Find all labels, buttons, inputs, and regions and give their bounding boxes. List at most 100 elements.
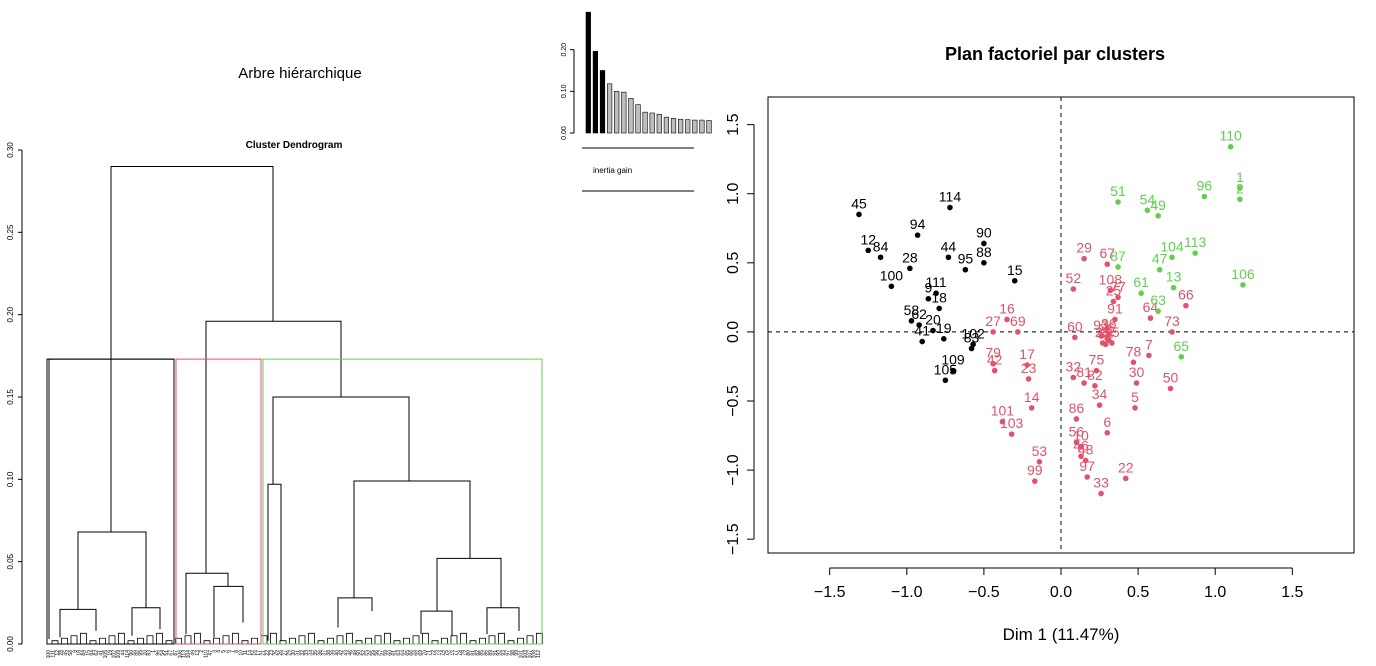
- leaf-label: 72: [431, 650, 437, 656]
- x-tick-label: −1.0: [891, 584, 923, 601]
- dendrogram-link: [110, 165, 274, 360]
- dendrogram-leaf-link: [289, 637, 296, 644]
- point-label: 7: [1145, 336, 1153, 352]
- leaf-label: 95: [138, 650, 144, 656]
- point-label: 42: [987, 352, 1003, 368]
- point-45: [856, 211, 862, 218]
- leaf-label: 85: [479, 650, 485, 656]
- dendrogram-leaf-link: [403, 637, 410, 644]
- leaf-label: 75: [444, 650, 450, 656]
- x-tick-label: −0.5: [968, 584, 1000, 601]
- dendrogram-leaf-link: [165, 640, 173, 644]
- dendrogram-link: [436, 557, 502, 612]
- inertia-chart: 0.00 0.10 0.20 inertia gain: [561, 11, 712, 192]
- dendrogram-tick-label: 0.25: [6, 224, 15, 240]
- leaf-label: 93: [501, 650, 507, 656]
- point-67: [1104, 261, 1111, 268]
- dendrogram-title: Cluster Dendrogram: [246, 140, 343, 151]
- point-79: [990, 360, 996, 367]
- point-88: [981, 260, 987, 266]
- point-label: 14: [1024, 389, 1040, 405]
- point-27: [990, 329, 996, 335]
- x-tick-label: 0.0: [1050, 584, 1072, 601]
- point-114: [947, 204, 953, 211]
- dendrogram-leaf-link: [412, 635, 420, 644]
- leaf-label: 8: [234, 650, 240, 653]
- point-label: 103: [1000, 415, 1024, 431]
- point-label: 97: [1079, 458, 1095, 474]
- x-tick-label: 0.5: [1127, 584, 1149, 601]
- point-label: 114: [939, 189, 962, 205]
- leaf-label: 86: [484, 650, 490, 656]
- point-19: [941, 336, 947, 342]
- point-label: 81: [1076, 364, 1092, 380]
- leaf-label: 110: [204, 650, 210, 658]
- point-75: [1093, 367, 1100, 374]
- hierarchy-title: Arbre hiérarchique: [238, 65, 361, 82]
- dendrogram-leaf-link: [213, 637, 220, 644]
- point-label: 46: [1073, 437, 1089, 453]
- leaf-label: 58: [68, 650, 74, 656]
- leaf-label: 76: [449, 650, 455, 656]
- point-label: 83: [964, 329, 980, 345]
- leaf-label: 103: [523, 650, 529, 659]
- leaf-label: 65: [405, 650, 411, 656]
- leaf-label: 68: [414, 650, 420, 656]
- point-73: [1169, 329, 1175, 335]
- point-label: 27: [985, 313, 1001, 329]
- point-16: [1004, 316, 1010, 323]
- leaf-label: 82: [475, 650, 481, 656]
- point-label: 30: [1129, 364, 1145, 380]
- point-84: [877, 254, 884, 261]
- point-7: [1146, 352, 1152, 359]
- leaf-label: 34: [309, 650, 315, 656]
- point-96: [1201, 193, 1208, 200]
- leaf-label: 90: [129, 650, 135, 656]
- inertia-bar: [685, 119, 691, 134]
- cluster-box-1: [46, 358, 175, 645]
- point-28: [907, 265, 913, 272]
- inertia-tick-label: 0.20: [561, 43, 568, 57]
- leaf-label: 94: [90, 650, 96, 656]
- point-label: 16: [999, 300, 1015, 316]
- point-label: 17: [1019, 346, 1035, 362]
- leaf-labels: 1001111228455891884159462411051910210944…: [46, 650, 542, 659]
- leaf-label: 81: [470, 650, 476, 656]
- dendrogram-tick-label: 0.15: [6, 389, 15, 405]
- dendrogram-leaf-link: [51, 640, 59, 644]
- point-109: [950, 367, 956, 374]
- point-10: [1078, 443, 1084, 450]
- dendrogram-leaf-link: [127, 640, 135, 644]
- dendrogram-leaf-link: [355, 640, 363, 644]
- dendrogram-link: [420, 610, 453, 636]
- point-label: 58: [904, 302, 920, 318]
- point-label: 54: [1140, 191, 1156, 207]
- dendrogram-leaf-link: [365, 637, 372, 644]
- dendrogram-tick-label: 0.00: [6, 636, 15, 652]
- point-6: [1104, 429, 1111, 436]
- point-label: 49: [1150, 197, 1166, 213]
- point-61: [1138, 290, 1144, 297]
- leaf-label: 66: [409, 650, 415, 656]
- inertia-bar: [592, 51, 598, 134]
- leaf-label: 48: [352, 650, 358, 656]
- inertia-bar: [663, 116, 669, 134]
- y-tick-label: −1.5: [725, 523, 742, 555]
- point-label: 109: [941, 352, 965, 368]
- point-label: 36: [1101, 316, 1117, 332]
- dendrogram-leaf-link: [61, 637, 68, 644]
- dendrogram-leaf-link: [507, 640, 515, 644]
- inertia-bar: [692, 119, 698, 134]
- leaf-label: 59: [383, 650, 389, 656]
- dendrogram-leaf-link: [203, 640, 211, 644]
- inertia-label: inertia gain: [593, 166, 632, 175]
- x-tick-label: 1.0: [1204, 584, 1226, 601]
- point-14: [1028, 405, 1035, 411]
- point-label: 99: [1027, 462, 1043, 478]
- leaf-label: 87: [173, 650, 179, 656]
- dendrogram-leaf-link: [327, 637, 334, 644]
- dendrogram-link: [272, 396, 410, 485]
- point-label: 96: [1197, 177, 1213, 193]
- leaf-label: 70: [422, 650, 428, 656]
- point-label: 50: [1163, 370, 1179, 386]
